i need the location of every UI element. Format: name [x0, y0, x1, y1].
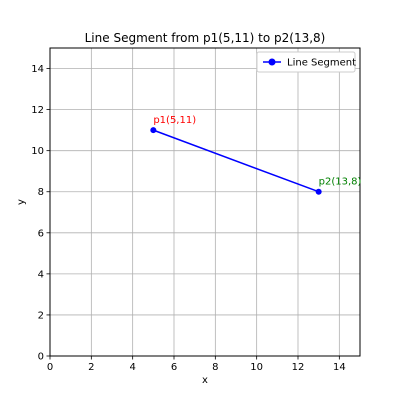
x-tick-label: 6: [171, 362, 177, 373]
x-tick-label: 14: [333, 362, 346, 373]
data-point: [150, 127, 157, 134]
legend-marker-swatch: [268, 58, 276, 66]
y-tick-label: 8: [38, 187, 44, 198]
x-axis-label: x: [202, 375, 208, 386]
data-point: [315, 188, 322, 195]
y-tick-label: 4: [38, 269, 44, 280]
point-annotation: p1(5,11): [153, 115, 196, 126]
annotations-layer: p1(5,11) p2(13,8): [153, 115, 361, 188]
x-tick-label: 10: [250, 362, 263, 373]
y-tick-label: 2: [38, 310, 44, 321]
y-axis-label: y: [16, 199, 27, 205]
y-tick-label: 6: [38, 228, 44, 239]
legend-entry-label: Line Segment: [287, 58, 356, 69]
point-annotation: p2(13,8): [319, 177, 362, 188]
legend-box: [256, 51, 356, 73]
y-tick-label: 10: [31, 146, 44, 157]
axis-ticks: 0 2 4 6 8 10 12 14 0 2 4 6 8 10 12 14: [31, 64, 345, 373]
x-tick-label: 12: [292, 362, 305, 373]
series-line: [153, 129, 319, 193]
y-tick-label: 14: [31, 64, 44, 75]
x-tick-label: 4: [129, 362, 135, 373]
y-tick-label: 12: [31, 105, 44, 116]
x-tick-label: 8: [212, 362, 218, 373]
x-tick-label: 2: [88, 362, 94, 373]
plot-area: [49, 47, 361, 357]
legend: Line Segment: [256, 51, 356, 73]
chart-title: Line Segment from p1(5,11) to p2(13,8): [85, 31, 326, 45]
y-tick-label: 0: [38, 352, 44, 363]
x-tick-label: 0: [47, 362, 53, 373]
series-layer: [150, 127, 322, 195]
